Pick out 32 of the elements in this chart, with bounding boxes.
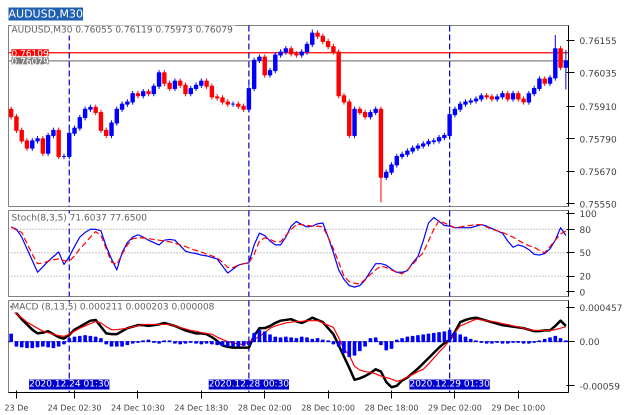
x-tick-label: 24 Dec 10:30 (111, 404, 165, 412)
x-tick-label: 28 Dec 02:00 (238, 404, 292, 412)
chart-title: AUDUSD,M30 (8, 8, 84, 20)
x-tick-label: 28 Dec 10:00 (301, 404, 356, 412)
chart-subtitle: Stoch(8,3,5) 71.6037 77.6500 (12, 214, 148, 224)
y-tick-label: 0.75790 (580, 135, 617, 146)
x-tick-label: 24 Dec 02:30 (48, 404, 102, 412)
x-tick-label: 2020.12.29 01:30 (409, 380, 490, 390)
y-tick-label: 0.00 (580, 338, 600, 348)
y-tick-label: 0.000457 (580, 304, 622, 314)
y-tick-label: 0.75670 (580, 168, 617, 178)
y-tick-label: 0.76155 (580, 36, 617, 47)
ref-line-label: 0.76109 (12, 49, 49, 60)
ref-line-label: 0.76079 (12, 57, 49, 68)
chart-subtitle: AUDUSD,M30 0.76055 0.76119 0.75973 0.76079 (12, 26, 234, 36)
y-tick-label: 100 (580, 210, 597, 220)
y-tick-label: 20 (580, 272, 592, 283)
y-tick-label: 0 (580, 288, 586, 298)
x-tick-label: 2020.12.28 00:30 (208, 380, 290, 390)
y-tick-label: -0.00059 (580, 382, 620, 392)
chart-subtitle: MACD (8,13,5) 0.000211 0.000203 0.000008 (12, 302, 215, 312)
x-tick-label: 29 Dec 02:00 (428, 404, 482, 412)
y-tick-label: 50 (580, 249, 592, 260)
x-tick-label: 28 Dec 18:00 (364, 404, 418, 412)
x-tick-label: 2020.12.24 01:30 (29, 380, 110, 390)
y-tick-label: 0.76035 (580, 69, 617, 80)
x-tick-label: 24 Dec 18:30 (174, 404, 228, 412)
x-tick-label: 23 De (4, 404, 28, 412)
y-tick-label: 0.75910 (580, 103, 617, 114)
y-tick-label: 80 (580, 226, 592, 236)
y-tick-label: 0.75550 (580, 200, 617, 210)
x-tick-label: 29 Dec 10:00 (491, 404, 546, 412)
